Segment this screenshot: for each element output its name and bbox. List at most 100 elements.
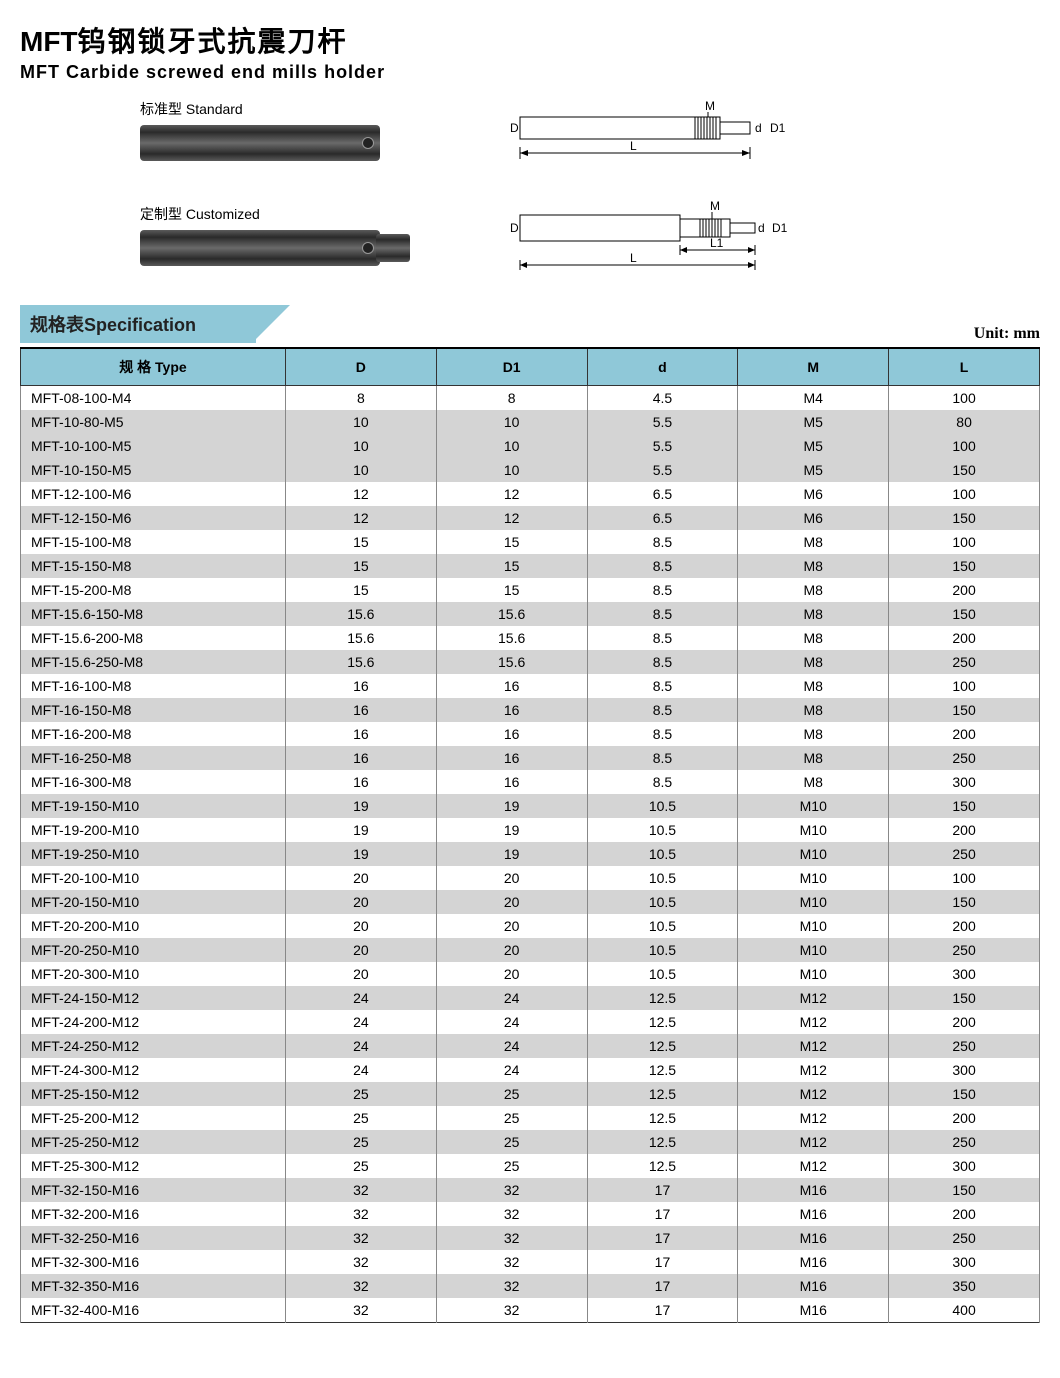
table-cell: MFT-16-150-M8 [21,698,286,722]
table-cell: 12.5 [587,1082,738,1106]
table-cell: MFT-20-100-M10 [21,866,286,890]
table-cell: MFT-24-150-M12 [21,986,286,1010]
table-cell: MFT-15.6-150-M8 [21,602,286,626]
table-cell: 200 [889,914,1040,938]
table-cell: 17 [587,1202,738,1226]
table-cell: 32 [285,1274,436,1298]
table-cell: M4 [738,386,889,411]
table-cell: M16 [738,1178,889,1202]
table-cell: 8.5 [587,698,738,722]
table-cell: 150 [889,794,1040,818]
table-cell: 200 [889,578,1040,602]
table-row: MFT-15-150-M815158.5M8150 [21,554,1040,578]
table-cell: 32 [285,1202,436,1226]
table-row: MFT-19-250-M10191910.5M10250 [21,842,1040,866]
table-cell: 25 [285,1106,436,1130]
table-cell: MFT-16-250-M8 [21,746,286,770]
table-row: MFT-25-250-M12252512.5M12250 [21,1130,1040,1154]
table-cell: M6 [738,506,889,530]
table-cell: MFT-25-150-M12 [21,1082,286,1106]
title-brand: MFT [20,26,78,57]
table-cell: 15.6 [436,602,587,626]
svg-text:D1: D1 [770,121,786,135]
table-cell: 25 [436,1106,587,1130]
table-cell: MFT-15-150-M8 [21,554,286,578]
table-cell: 10.5 [587,962,738,986]
table-cell: 20 [436,938,587,962]
table-cell: 250 [889,842,1040,866]
table-row: MFT-25-150-M12252512.5M12150 [21,1082,1040,1106]
table-cell: 10.5 [587,914,738,938]
table-cell: 250 [889,1130,1040,1154]
table-cell: 17 [587,1178,738,1202]
custom-label: 定制型 Customized [140,204,380,224]
table-cell: 300 [889,1154,1040,1178]
table-cell: 24 [436,1010,587,1034]
table-row: MFT-20-300-M10202010.5M10300 [21,962,1040,986]
spec-table: 规 格 TypeDD1dML MFT-08-100-M4884.5M4100MF… [20,347,1040,1323]
table-cell: 10.5 [587,794,738,818]
table-cell: M8 [738,674,889,698]
table-cell: 17 [587,1226,738,1250]
table-cell: M12 [738,1010,889,1034]
table-cell: MFT-10-150-M5 [21,458,286,482]
table-cell: 200 [889,1106,1040,1130]
table-cell: 16 [436,722,587,746]
table-cell: 19 [436,842,587,866]
table-cell: 15.6 [285,602,436,626]
table-cell: 150 [889,1178,1040,1202]
table-cell: 5.5 [587,458,738,482]
table-cell: MFT-15.6-250-M8 [21,650,286,674]
table-cell: MFT-25-200-M12 [21,1106,286,1130]
table-cell: 24 [285,1058,436,1082]
table-cell: 32 [436,1274,587,1298]
table-cell: 8 [285,386,436,411]
table-cell: M8 [738,698,889,722]
table-row: MFT-15.6-200-M815.615.68.5M8200 [21,626,1040,650]
table-cell: M12 [738,986,889,1010]
table-row: MFT-10-100-M510105.5M5100 [21,434,1040,458]
table-cell: M8 [738,650,889,674]
table-row: MFT-16-100-M816168.5M8100 [21,674,1040,698]
table-cell: 25 [285,1154,436,1178]
table-cell: M12 [738,1082,889,1106]
table-cell: M12 [738,1106,889,1130]
table-cell: 16 [436,770,587,794]
table-cell: MFT-15-100-M8 [21,530,286,554]
table-cell: 300 [889,770,1040,794]
table-cell: 32 [436,1178,587,1202]
table-cell: 32 [436,1250,587,1274]
table-cell: M16 [738,1226,889,1250]
table-cell: 32 [285,1250,436,1274]
table-cell: 12.5 [587,1058,738,1082]
table-cell: 10.5 [587,842,738,866]
table-cell: M16 [738,1274,889,1298]
title-main: MFT钨钢锁牙式抗震刀杆 [20,20,1040,60]
column-header: L [889,348,1040,386]
table-cell: 25 [436,1130,587,1154]
table-cell: 350 [889,1274,1040,1298]
table-cell: 8.5 [587,578,738,602]
table-cell: 24 [436,1058,587,1082]
column-header: D1 [436,348,587,386]
table-cell: 8.5 [587,674,738,698]
table-cell: MFT-19-250-M10 [21,842,286,866]
table-cell: 15.6 [285,626,436,650]
svg-text:D: D [510,221,519,235]
table-cell: 8.5 [587,554,738,578]
table-cell: 20 [285,866,436,890]
table-cell: 8.5 [587,530,738,554]
table-row: MFT-12-150-M612126.5M6150 [21,506,1040,530]
page-title-block: MFT钨钢锁牙式抗震刀杆 MFT Carbide screwed end mil… [20,20,1040,83]
table-row: MFT-15.6-250-M815.615.68.5M8250 [21,650,1040,674]
table-cell: 150 [889,506,1040,530]
schematic-custom-icon: D d D1 M L1 L [500,195,800,275]
table-cell: 10 [436,458,587,482]
table-cell: 250 [889,938,1040,962]
table-cell: 10.5 [587,818,738,842]
table-cell: 10 [285,434,436,458]
table-row: MFT-25-300-M12252512.5M12300 [21,1154,1040,1178]
table-cell: 100 [889,530,1040,554]
table-cell: MFT-12-100-M6 [21,482,286,506]
table-cell: 100 [889,866,1040,890]
